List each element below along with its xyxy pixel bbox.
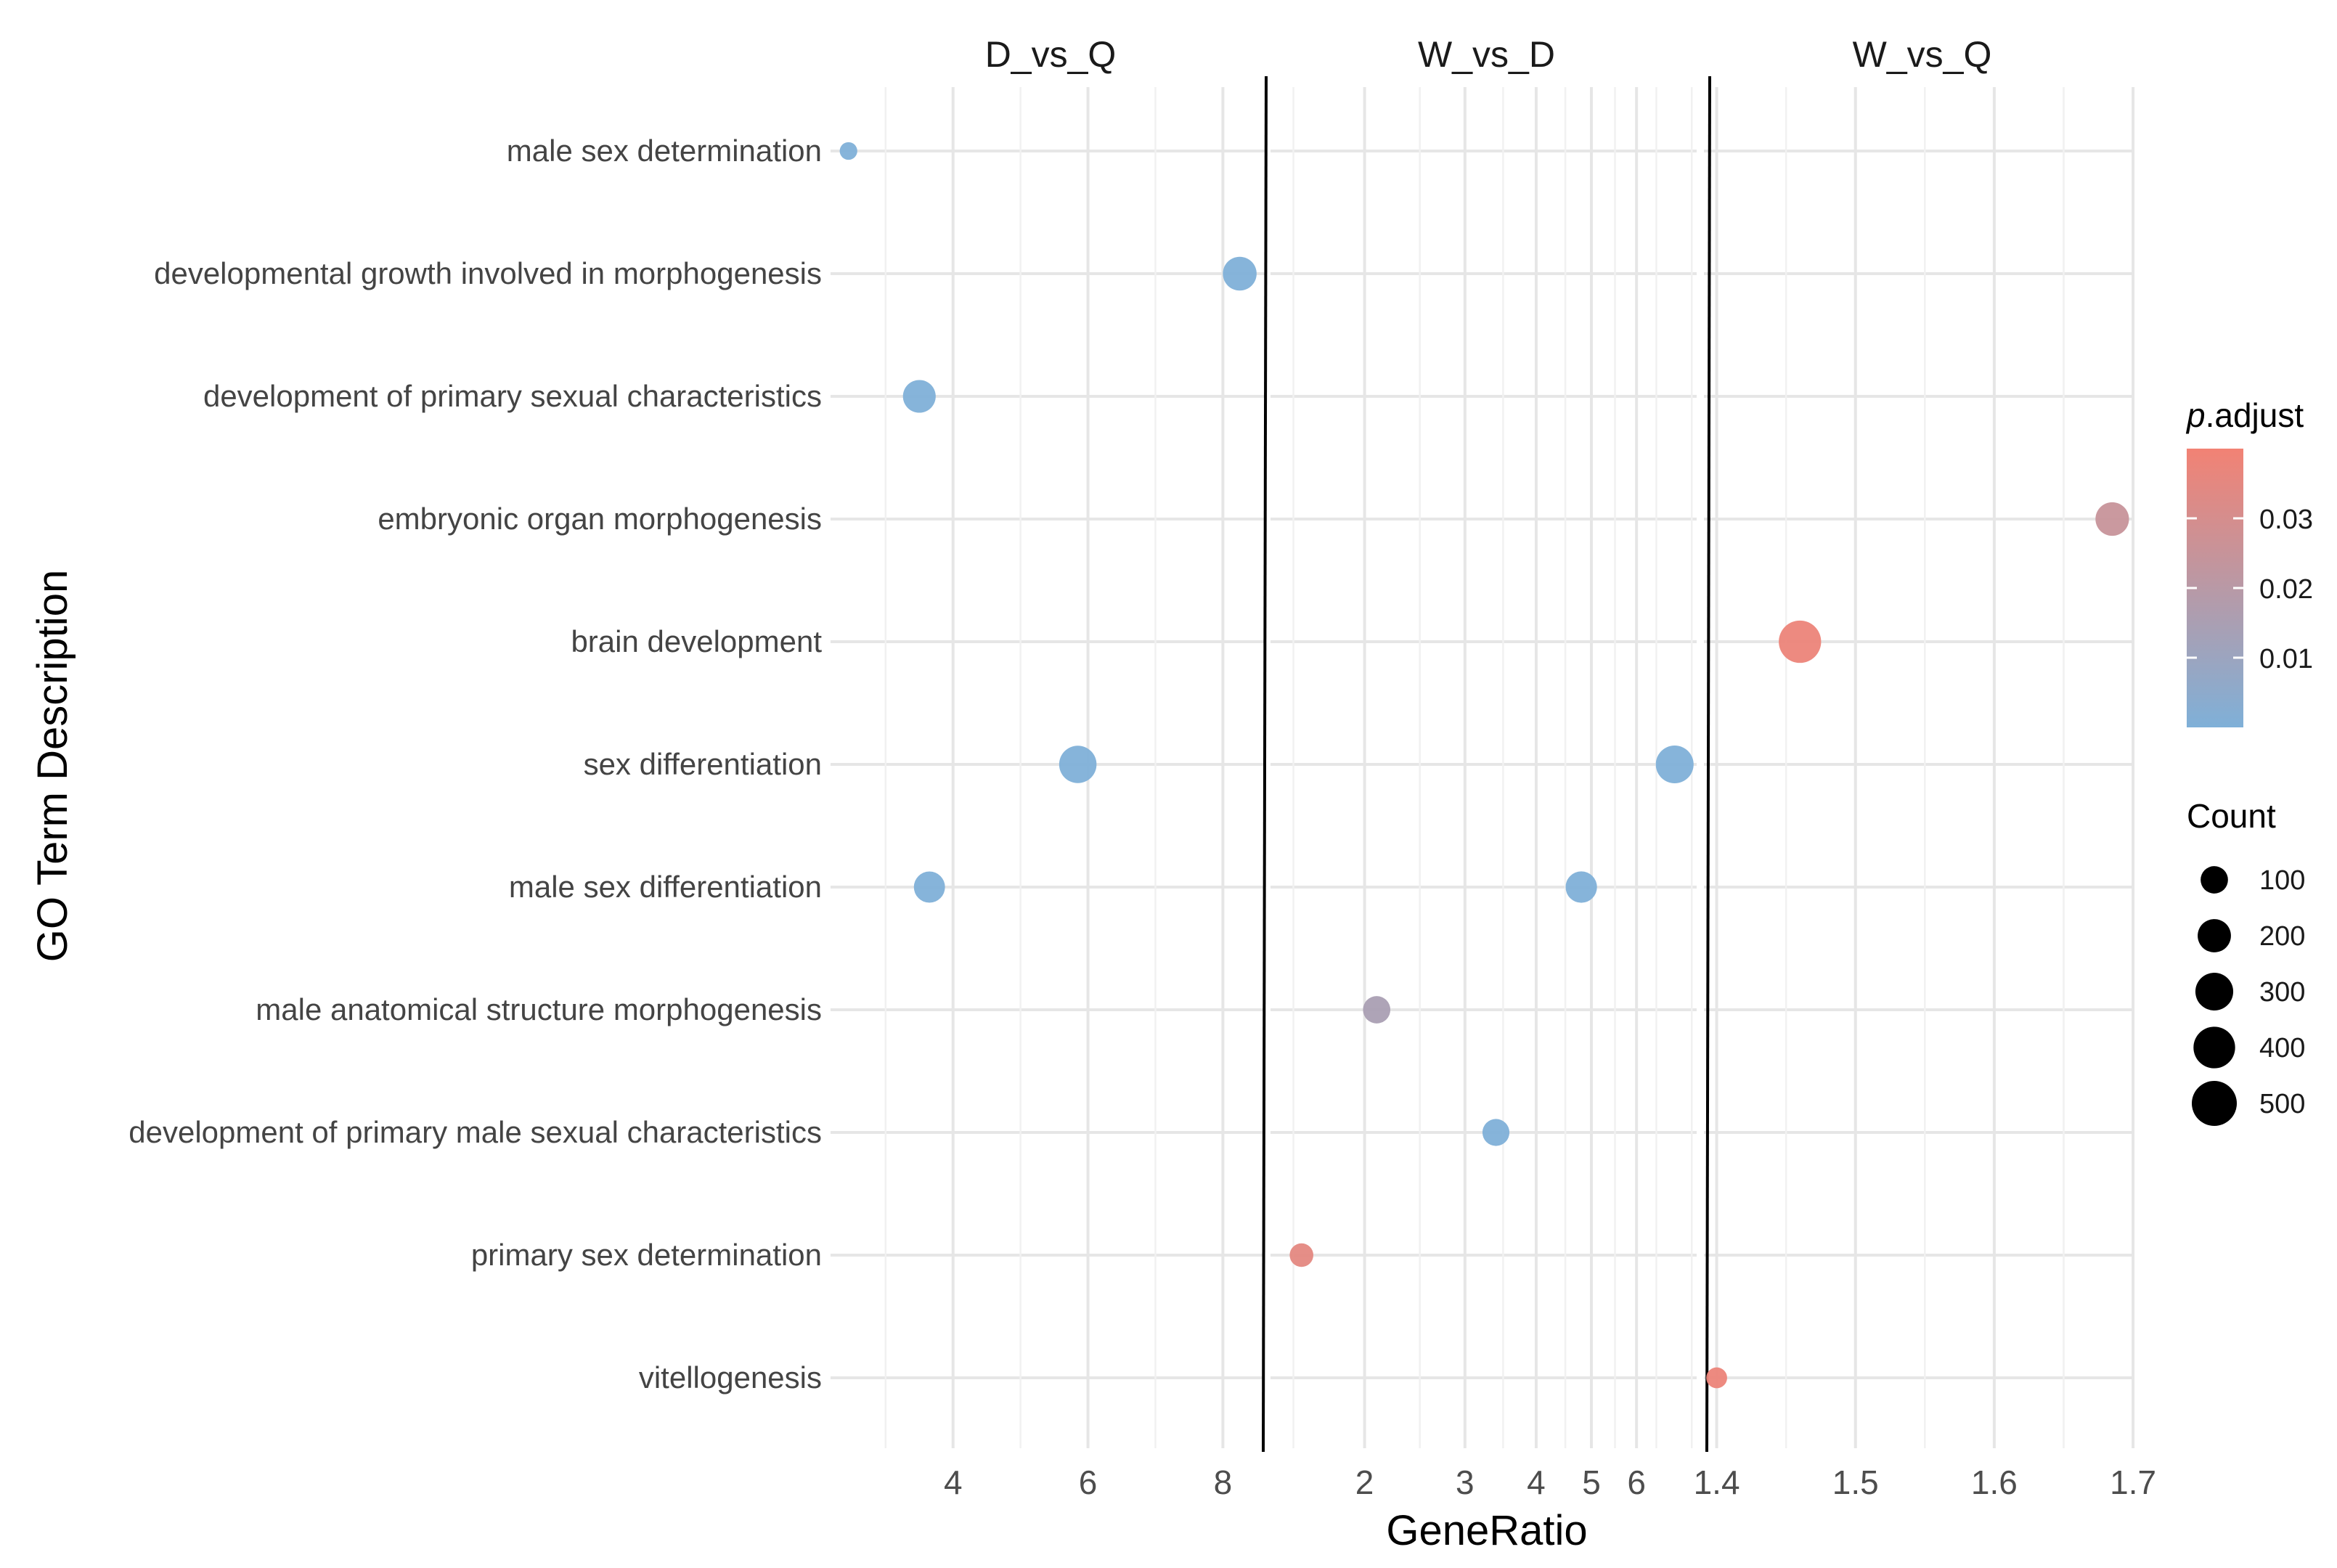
p-adjust-colorbar-ticks: 0.01 0.02 0.03 [2187, 505, 2313, 674]
p-adjust-legend-title-rest: .adjust [2206, 396, 2304, 434]
count-legend-label-500: 500 [2259, 1089, 2305, 1119]
point-d-vs-q-development-of-primary-sexual-characteristics [902, 380, 936, 413]
count-legend-dot-400 [2193, 1026, 2235, 1069]
panel-divider [1262, 75, 1268, 1453]
panel-strip-labels: D_vs_Q W_vs_D W_vs_Q [985, 34, 1992, 75]
count-legend-dot-200 [2198, 919, 2231, 952]
count-legend-dot-500 [2192, 1081, 2237, 1126]
x-tick-label-w-vs-q-1-4: 1.4 [1694, 1463, 1740, 1501]
y-tick-label-male-sex-differentiation: male sex differentiation [509, 870, 822, 904]
count-legend-label-400: 400 [2259, 1033, 2305, 1063]
x-axis-title: GeneRatio [1386, 1507, 1587, 1554]
count-legend-title: Count [2187, 797, 2276, 835]
y-tick-label-embryonic-organ-morphogenesis: embryonic organ morphogenesis [378, 502, 822, 536]
y-tick-label-sex-differentiation: sex differentiation [584, 747, 822, 781]
point-w-vs-d-sex-differentiation [1655, 745, 1694, 784]
strip-label-w-vs-q: W_vs_Q [1853, 34, 1992, 75]
y-tick-label-male-sex-determination: male sex determination [507, 134, 822, 168]
p-adjust-legend-title: p.adjust [2185, 396, 2304, 434]
point-d-vs-q-male-sex-determination [839, 142, 857, 160]
x-tick-label-w-vs-q-1-7: 1.7 [2110, 1463, 2156, 1501]
y-tick-label-developmental-growth-involved-in-morphogenesis: developmental growth involved in morphog… [154, 256, 822, 290]
panel-divider [1705, 75, 1711, 1453]
colorbar-label-0-01: 0.01 [2259, 644, 2313, 674]
panel-dividers [1262, 75, 1711, 1453]
data-points [839, 142, 2129, 1389]
grid-layer [831, 87, 2135, 1448]
count-legend-items: 100 200 300 400 500 [2192, 865, 2305, 1126]
p-adjust-legend-title-italic: p [2185, 396, 2206, 434]
y-axis-tick-labels: male sex determination developmental grow… [129, 134, 822, 1395]
point-w-vs-d-male-sex-differentiation [1565, 871, 1597, 903]
count-legend-dot-100 [2201, 866, 2228, 894]
count-legend-label-200: 200 [2259, 921, 2305, 952]
x-tick-label-d-vs-q-4: 4 [944, 1463, 963, 1501]
point-w-vs-q-brain-development [1779, 620, 1822, 663]
y-tick-label-male-anatomical-structure-morphogenesis: male anatomical structure morphogenesis [256, 992, 822, 1026]
count-legend-label-300: 300 [2259, 977, 2305, 1008]
colorbar-label-0-02: 0.02 [2259, 574, 2313, 605]
y-tick-label-brain-development: brain development [571, 624, 822, 658]
point-d-vs-q-male-sex-differentiation [913, 871, 945, 903]
y-tick-label-development-of-primary-male-sexual-characteristics: development of primary male sexual chara… [129, 1115, 822, 1149]
x-tick-label-d-vs-q-6: 6 [1079, 1463, 1098, 1501]
x-tick-label-w-vs-q-1-6: 1.6 [1971, 1463, 2018, 1501]
y-tick-label-development-of-primary-sexual-characteristics: development of primary sexual characteri… [203, 379, 822, 413]
x-tick-label-d-vs-q-8: 8 [1214, 1463, 1233, 1501]
count-legend-dot-300 [2195, 972, 2234, 1011]
point-w-vs-d-development-of-primary-male-sexual-characteristics [1482, 1119, 1510, 1146]
x-tick-label-w-vs-d-5: 5 [1582, 1463, 1601, 1501]
point-w-vs-q-vitellogenesis [1706, 1367, 1727, 1389]
y-axis-title: GO Term Description [29, 570, 76, 962]
count-legend: Count 100 200 300 400 500 [2187, 797, 2305, 1126]
point-d-vs-q-sex-differentiation [1059, 746, 1097, 783]
y-tick-label-vitellogenesis: vitellogenesis [639, 1360, 822, 1395]
x-axis-tick-labels: 4 6 8 2 3 4 5 6 1.4 1.5 1.6 1.7 [944, 1463, 2156, 1501]
colorbar-label-0-03: 0.03 [2259, 505, 2313, 535]
point-d-vs-q-developmental-growth-involved-in-morphogenesis [1223, 256, 1257, 291]
point-w-vs-q-embryonic-organ-morphogenesis [2095, 502, 2129, 536]
strip-label-w-vs-d: W_vs_D [1418, 34, 1555, 75]
x-tick-label-w-vs-q-1-5: 1.5 [1832, 1463, 1879, 1501]
y-tick-label-primary-sex-determination: primary sex determination [471, 1238, 822, 1272]
x-tick-label-w-vs-d-2: 2 [1355, 1463, 1374, 1501]
count-legend-label-100: 100 [2259, 865, 2305, 896]
point-w-vs-d-male-anatomical-structure-morphogenesis [1363, 996, 1391, 1024]
x-tick-label-w-vs-d-6: 6 [1627, 1463, 1646, 1501]
x-tick-label-w-vs-d-3: 3 [1456, 1463, 1475, 1501]
x-tick-label-w-vs-d-4: 4 [1527, 1463, 1546, 1501]
p-adjust-legend: p.adjust 0.01 0.02 0.03 [2185, 396, 2313, 727]
point-w-vs-d-primary-sex-determination [1289, 1243, 1313, 1267]
strip-label-d-vs-q: D_vs_Q [985, 34, 1117, 75]
